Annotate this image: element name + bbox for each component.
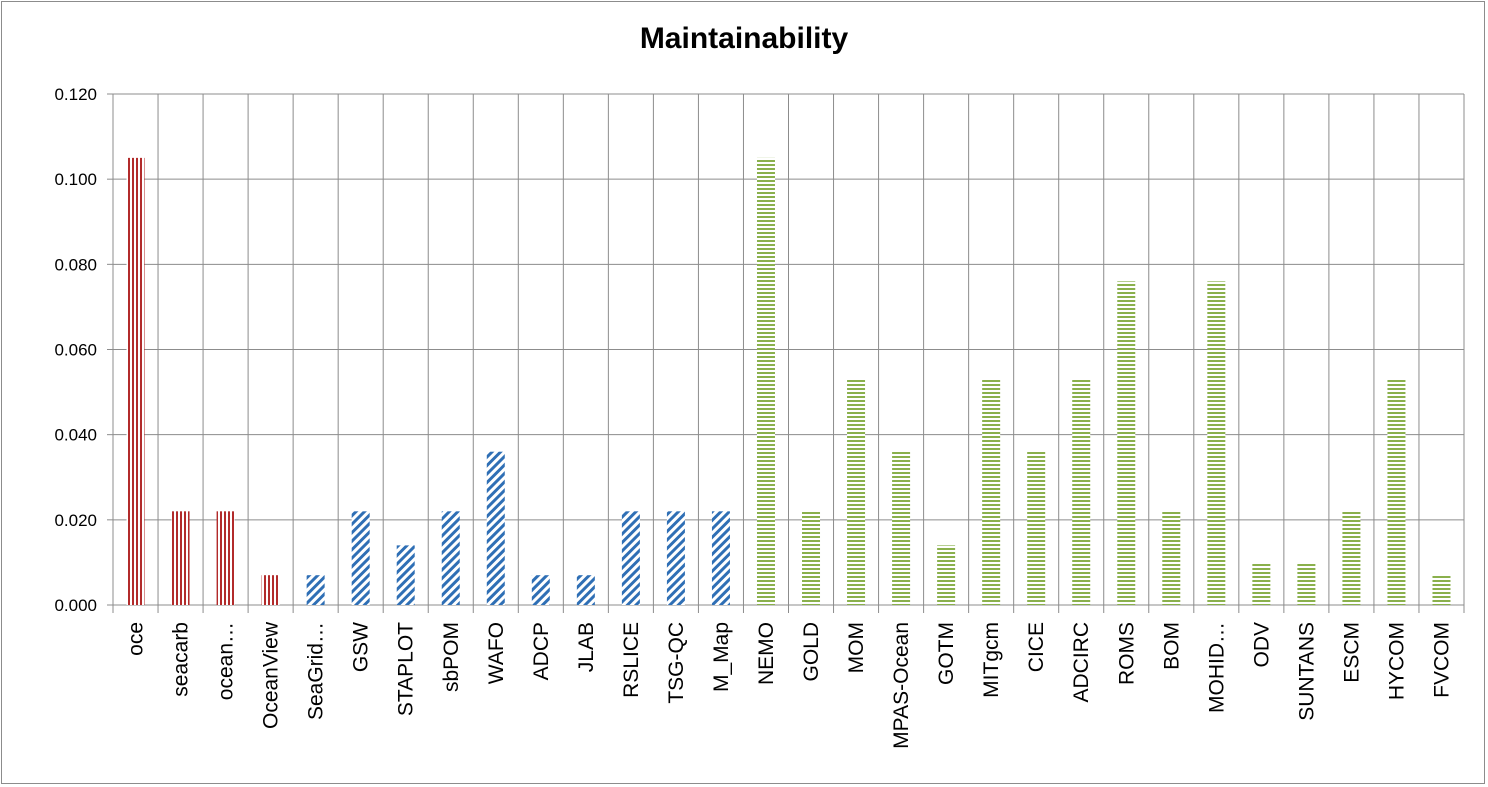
x-tick-label: MOM: [845, 622, 868, 673]
x-tick-label: CICE: [1025, 622, 1048, 672]
bar-sbpom: [441, 511, 460, 605]
x-tick-label: ODV: [1250, 622, 1273, 668]
x-tick-label: seacarb: [170, 622, 193, 697]
y-tick-label: 0.000: [54, 596, 97, 615]
x-tick-label: BOM: [1160, 622, 1183, 670]
x-tick-label: SUNTANS: [1295, 622, 1318, 721]
bar-gold: [802, 511, 821, 605]
bar-adcp: [531, 575, 550, 605]
y-axis-ticks: 0.000 0.020 0.040 0.060 0.080 0.100 0.120: [54, 85, 113, 615]
x-tick-label: ESCM: [1340, 622, 1363, 683]
bars: [126, 157, 1451, 605]
bar-odv: [1252, 562, 1271, 605]
bar-jlab: [576, 575, 595, 605]
x-tick-label: ADCIRC: [1070, 622, 1093, 703]
y-tick-label: 0.080: [54, 255, 97, 274]
x-tick-label: MITgcm: [980, 622, 1003, 698]
bar-escm: [1342, 511, 1361, 605]
x-tick-label: ADCP: [530, 622, 553, 680]
x-tick-label: TSG-QC: [665, 622, 688, 704]
bar-adcirc: [1072, 379, 1091, 605]
bar-seagrid: [306, 575, 325, 605]
x-tick-label: JLAB: [575, 622, 598, 672]
bar-mom: [847, 379, 866, 605]
bar-tsg-qc: [666, 511, 685, 605]
y-tick-label: 0.020: [54, 511, 97, 530]
x-tick-label: RSLICE: [620, 622, 643, 698]
x-tick-label: NEMO: [755, 622, 778, 685]
x-tick-label: oce: [125, 622, 148, 656]
y-tick-label: 0.120: [54, 85, 97, 104]
y-tick-label: 0.100: [54, 170, 97, 189]
bar-mitgcm: [982, 379, 1001, 605]
bar-bom: [1162, 511, 1181, 605]
x-tick-label: GOTM: [935, 622, 958, 685]
x-tick-label: MPAS-Ocean: [890, 622, 913, 749]
gridlines: [112, 93, 1465, 613]
x-tick-label: ROMS: [1115, 622, 1138, 685]
bar-mohid: [1207, 281, 1226, 605]
bar-gsw: [351, 511, 370, 605]
x-tick-label: ocean…: [215, 622, 238, 700]
x-tick-label: OceanView: [260, 621, 283, 729]
bar-gotm: [937, 545, 956, 605]
x-tick-label: WAFO: [485, 622, 508, 684]
bar-ocean: [216, 511, 235, 605]
bar-nemo: [756, 157, 775, 605]
x-axis-ticks: oce seacarb ocean… OceanView SeaGrid… GSW STAP…: [125, 621, 1454, 749]
x-tick-label: M_Map: [710, 622, 733, 692]
x-tick-label: HYCOM: [1385, 622, 1408, 700]
bar-cice: [1027, 451, 1046, 605]
x-tick-label: GOLD: [800, 622, 823, 682]
bar-staplot: [396, 545, 415, 605]
bar-oce: [126, 157, 145, 605]
y-tick-label: 0.060: [54, 341, 97, 360]
bar-mpas-ocean: [892, 451, 911, 605]
x-tick-label: FVCOM: [1430, 622, 1453, 698]
y-tick-label: 0.040: [54, 426, 97, 445]
x-tick-label: GSW: [350, 622, 373, 672]
x-tick-label: SeaGrid…: [305, 622, 328, 720]
bar-roms: [1117, 281, 1136, 605]
bar-hycom: [1387, 379, 1406, 605]
bar-suntans: [1297, 562, 1316, 605]
x-tick-label: sbPOM: [440, 622, 463, 692]
bar-oceanview: [261, 575, 280, 605]
x-tick-label: MOHID…: [1205, 622, 1228, 713]
bar-m-map: [711, 511, 730, 605]
bar-wafo: [486, 451, 505, 605]
chart-title: Maintainability: [639, 22, 849, 55]
bar-fvcom: [1432, 575, 1451, 605]
bar-rslice: [621, 511, 640, 605]
x-tick-label: STAPLOT: [395, 622, 418, 716]
bar-seacarb: [171, 511, 190, 605]
